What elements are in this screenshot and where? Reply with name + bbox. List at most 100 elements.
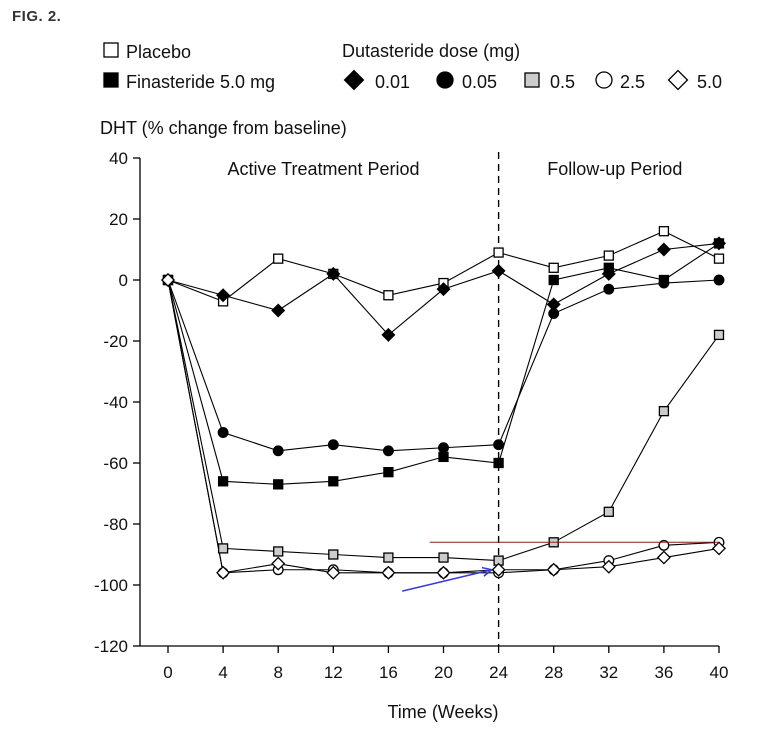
y-tick-label: -20 [103,332,128,351]
x-tick-label: 4 [218,663,227,682]
data-point [328,476,339,487]
data-point [383,552,394,563]
figure-label: FIG. 2. [12,8,62,25]
data-point [548,308,560,320]
data-point [713,253,725,264]
data-point [436,282,451,297]
data-point [603,506,614,517]
data-point [216,288,231,303]
data-point [548,262,559,273]
series-line-d0-5 [167,279,720,562]
data-point [658,226,670,237]
data-point [326,565,341,580]
legend-marker [343,69,365,91]
x-tick-label: 16 [379,663,398,682]
x-axis-label: Time (Weeks) [387,702,498,722]
period-label: Active Treatment Period [227,159,419,179]
data-point [656,550,671,565]
data-point [601,559,616,574]
x-tick-label: 36 [654,663,673,682]
data-point [271,303,286,318]
annotation-arrowhead [483,569,493,577]
y-axis-label: DHT (% change from baseline) [100,118,347,138]
legend-label: Placebo [126,42,191,62]
data-point [491,263,506,278]
data-point [656,242,671,257]
data-point [273,253,284,264]
data-point [493,247,504,258]
data-point [548,274,559,286]
data-point [161,273,175,287]
legend-marker [667,69,689,91]
data-point [217,427,229,438]
y-tick-label: 40 [109,149,128,168]
data-point [273,479,284,490]
x-tick-label: 24 [489,663,508,682]
data-point [491,562,506,577]
data-point [658,539,670,551]
data-point [493,457,504,469]
legend-marker [103,72,119,88]
data-point [273,546,284,557]
data-point [328,549,339,560]
y-tick-label: 0 [119,271,128,290]
y-tick-label: -80 [103,515,128,534]
series-line-d0-05 [167,279,720,452]
y-tick-label: 20 [109,210,128,229]
data-point [383,290,394,301]
data-point [216,565,231,580]
y-tick-label: -40 [103,393,128,412]
data-point [658,277,670,289]
legend-label: 5.0 [697,72,722,92]
data-point [381,327,396,342]
data-point [436,565,451,580]
x-tick-label: 8 [273,663,282,682]
data-point [493,439,505,451]
data-point [438,442,449,454]
data-point [713,274,725,286]
data-point [546,562,561,577]
data-point [271,556,286,571]
data-point [272,445,284,457]
data-point [603,283,615,295]
legend-marker [436,71,454,89]
legend-label: 2.5 [620,72,645,92]
x-tick-label: 20 [434,663,453,682]
legend-label: 0.01 [375,72,410,92]
y-tick-label: -120 [94,637,128,656]
data-point [383,466,394,478]
data-point [438,451,449,463]
period-label: Follow-up Period [547,159,682,179]
y-tick-label: -60 [103,454,128,473]
legend-group-title: Dutasteride dose (mg) [342,41,520,61]
series-line-d5-0 [167,279,720,574]
series-line-d2-5 [167,279,720,574]
annotation-arrowhead [481,566,492,571]
data-point [712,236,726,251]
data-point [381,565,396,580]
annotation-arrow [401,568,492,592]
y-tick-label: -100 [94,576,128,595]
data-point [601,266,616,281]
data-point [438,552,449,563]
x-tick-label: 28 [544,663,563,682]
data-point [712,541,726,556]
x-tick-label: 32 [599,663,618,682]
data-point [658,405,670,417]
legend-marker [524,72,540,88]
data-point [327,439,339,451]
data-point [603,250,614,261]
data-point [326,266,341,281]
data-point [382,445,394,457]
legend-label: Finasteride 5.0 mg [126,72,275,92]
data-point [713,329,725,341]
legend-label: 0.05 [462,72,497,92]
legend-marker [595,71,613,89]
legend-marker [103,42,119,58]
data-point [217,476,229,487]
data-point [217,543,229,554]
x-tick-label: 0 [163,663,172,682]
x-tick-label: 40 [710,663,729,682]
x-tick-label: 12 [324,663,343,682]
